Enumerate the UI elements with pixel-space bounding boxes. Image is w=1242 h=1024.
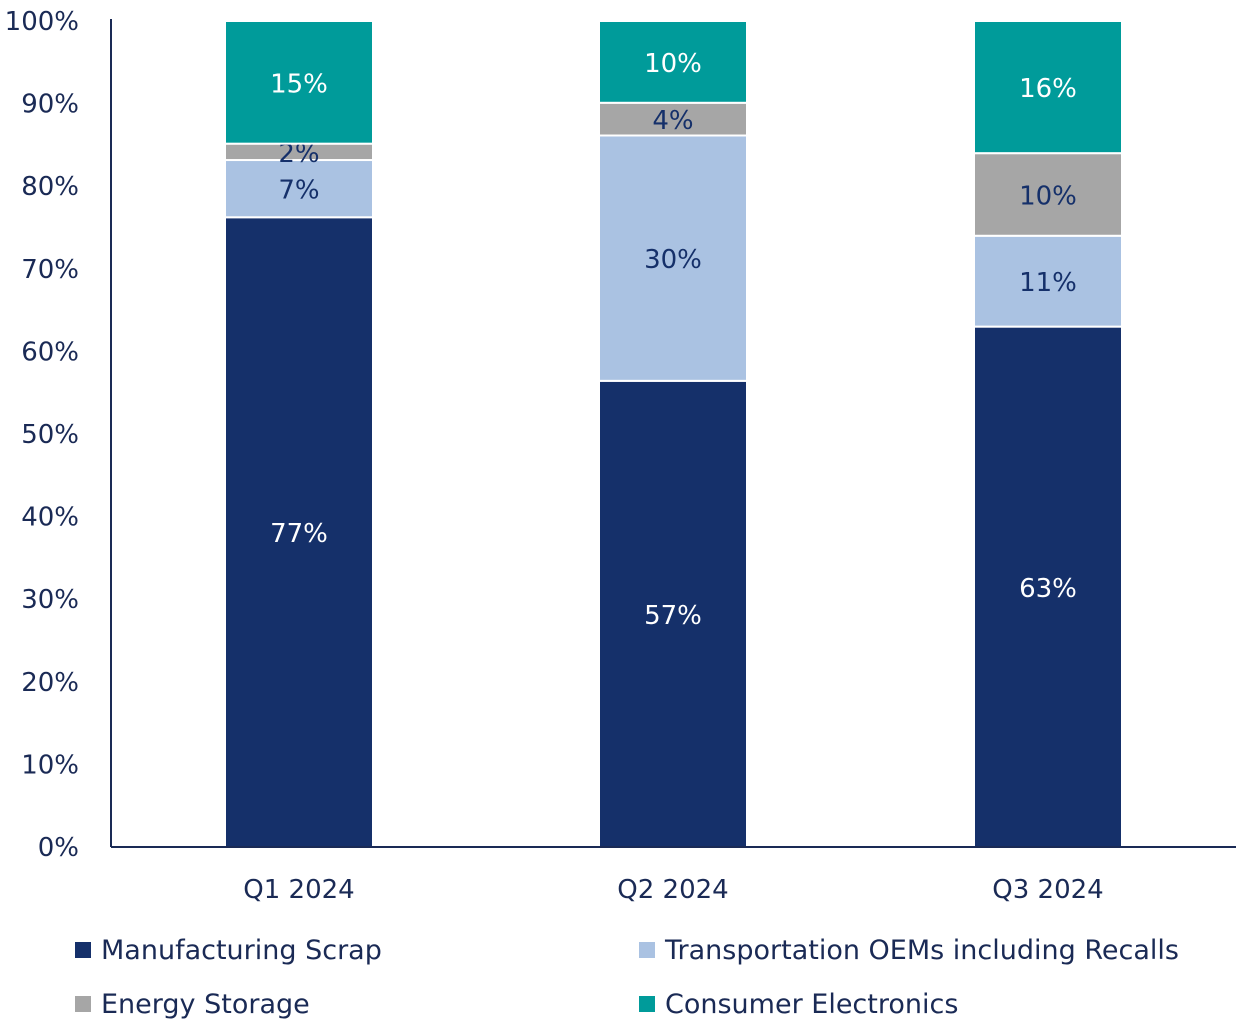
legend-label: Consumer Electronics — [665, 988, 959, 1020]
legend-label: Transportation OEMs including Recalls — [665, 934, 1179, 966]
data-label: 63% — [1019, 574, 1077, 604]
data-label: 10% — [1019, 181, 1077, 211]
y-tick-label: 100% — [5, 7, 79, 37]
x-category-label: Q2 2024 — [617, 875, 728, 905]
legend-swatch-consumer-electronics — [639, 996, 655, 1012]
bar-segment[interactable] — [973, 234, 1123, 328]
data-label: 77% — [270, 519, 328, 549]
legend-item-transportation-oems[interactable]: Transportation OEMs including Recalls — [639, 930, 1179, 970]
y-tick-label: 70% — [21, 255, 79, 285]
data-label: 16% — [1019, 74, 1077, 104]
legend: Manufacturing Scrap Transportation OEMs … — [0, 924, 1242, 1023]
data-label: 10% — [644, 49, 702, 79]
y-tick-label: 30% — [21, 585, 79, 615]
axes — [110, 19, 1236, 848]
bar-segment[interactable] — [224, 159, 374, 219]
legend-swatch-transportation-oems — [639, 942, 655, 958]
legend-item-energy-storage[interactable]: Energy Storage — [75, 984, 310, 1024]
stacked-bar-chart: 0% 10% 20% 30% 40% 50% 60% 70% 80% 90% 100% 77% 7% 2… — [5, 7, 1236, 905]
legend-swatch-manufacturing-scrap — [75, 942, 91, 958]
y-tick-label: 90% — [21, 90, 79, 120]
bar-segment[interactable] — [598, 20, 748, 104]
bar-segment[interactable] — [973, 152, 1123, 237]
bar-segment[interactable] — [224, 20, 374, 145]
x-category-label: Q3 2024 — [992, 875, 1103, 905]
y-tick-label: 80% — [21, 172, 79, 202]
legend-swatch-energy-storage — [75, 996, 91, 1012]
y-tick-label: 40% — [21, 503, 79, 533]
y-axis-ticks: 0% 10% 20% 30% 40% 50% 60% 70% 80% 90% 100% — [5, 7, 79, 863]
data-label: 7% — [278, 176, 319, 206]
legend-item-manufacturing-scrap[interactable]: Manufacturing Scrap — [75, 930, 382, 970]
bar-segment[interactable] — [973, 325, 1123, 848]
y-tick-label: 0% — [38, 833, 79, 863]
y-tick-label: 10% — [21, 750, 79, 780]
y-tick-label: 20% — [21, 668, 79, 698]
x-category-label: Q1 2024 — [243, 875, 354, 905]
data-label: 11% — [1019, 268, 1077, 298]
bar-segment[interactable] — [224, 216, 374, 848]
bar-segment[interactable] — [598, 101, 748, 137]
data-label: 15% — [270, 69, 328, 99]
data-label: 30% — [644, 245, 702, 275]
legend-label: Energy Storage — [101, 988, 310, 1020]
legend-label: Manufacturing Scrap — [101, 934, 382, 966]
bar-segment[interactable] — [973, 20, 1123, 155]
y-tick-label: 60% — [21, 337, 79, 367]
x-axis-labels: Q1 2024 Q2 2024 Q3 2024 — [243, 875, 1103, 905]
data-label: 57% — [644, 601, 702, 631]
bar-segment[interactable] — [598, 134, 748, 382]
bars: 77%7%2%15%57%30%4%10%63%11%10%16% — [224, 20, 1123, 848]
y-tick-label: 50% — [21, 420, 79, 450]
data-label: 4% — [652, 106, 693, 136]
legend-item-consumer-electronics[interactable]: Consumer Electronics — [639, 984, 958, 1024]
